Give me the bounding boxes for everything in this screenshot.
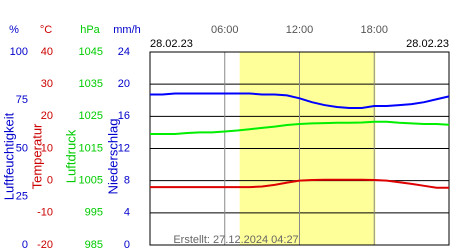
y-tick-label: -10 (37, 207, 53, 219)
footer: Erstellt: 27.12.2024 04:27 (173, 234, 298, 246)
x-tick-label: 18:00 (360, 24, 388, 36)
axis-title: Temperatur (29, 123, 44, 189)
y-tick-label: 1035 (79, 78, 103, 90)
y-tick-label: 1025 (79, 110, 103, 122)
y-tick-label: 0 (124, 239, 130, 250)
series-line (150, 120, 450, 136)
axis-unit: % (9, 24, 19, 36)
y-tick-label: 12 (118, 142, 130, 154)
y-tick-label: -20 (37, 239, 53, 250)
y-tick-label: 24 (118, 46, 130, 58)
y-tick-label: 100 (10, 46, 28, 58)
y-tick-label: 40 (41, 46, 53, 58)
y-tick-label: 20 (41, 110, 53, 122)
y-tick-label: 1015 (79, 142, 103, 154)
axis-unit: °C (40, 24, 52, 36)
y-tick-label: 25 (16, 191, 28, 203)
series-line (150, 178, 449, 189)
y-tick-label: 30 (41, 78, 53, 90)
plot-border (149, 51, 450, 246)
axis-unit: hPa (80, 24, 100, 36)
axis-unit: mm/h (113, 24, 141, 36)
date-left: 28.02.23 (150, 38, 193, 50)
y-tick-label: 995 (85, 207, 103, 219)
series-line (150, 92, 450, 109)
y-tick-label: 4 (124, 207, 130, 219)
axis-title: Luftdruck (63, 129, 78, 183)
axis-title: Luftfeuchtigkeit (1, 112, 16, 200)
y-tick-label: 20 (118, 78, 130, 90)
y-tick-label: 0 (22, 239, 28, 250)
y-tick-label: 75 (16, 94, 28, 106)
x-tick-label: 06:00 (211, 24, 239, 36)
y-tick-label: 0 (47, 175, 53, 187)
date-right: 28.02.23 (406, 38, 449, 50)
x-tick-label: 12:00 (286, 24, 314, 36)
y-tick-label: 16 (118, 110, 130, 122)
y-tick-label: 985 (85, 239, 103, 250)
y-tick-label: 8 (124, 175, 130, 187)
y-tick-label: 1045 (79, 46, 103, 58)
y-tick-label: 50 (16, 142, 28, 154)
axis-title: Niederschlag (105, 119, 120, 195)
y-tick-label: 1005 (79, 175, 103, 187)
y-tick-label: 10 (41, 142, 53, 154)
